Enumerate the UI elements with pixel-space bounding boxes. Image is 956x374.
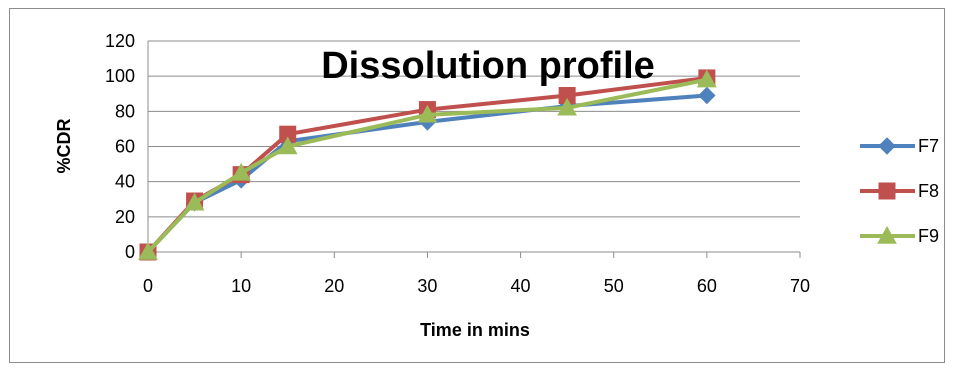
y-tick-label: 60 [115, 137, 135, 157]
x-tick-label: 70 [790, 276, 810, 296]
y-tick-label: 100 [105, 66, 135, 86]
x-tick-label: 60 [697, 276, 717, 296]
chart-frame [9, 8, 945, 363]
data-point-f9 [417, 104, 438, 123]
y-tick-label: 120 [105, 31, 135, 51]
x-tick-label: 30 [417, 276, 437, 296]
legend-item-f7: F7 [860, 136, 939, 156]
data-point-f9 [231, 162, 251, 181]
data-point-f9 [697, 69, 717, 88]
y-tick-label: 40 [115, 172, 135, 192]
legend-label-f7: F7 [918, 136, 939, 156]
data-point-f9 [184, 192, 205, 211]
legend-marker-f8 [878, 182, 896, 200]
gridlines [148, 40, 800, 218]
data-point-f9 [557, 97, 577, 116]
legend-label-f8: F8 [918, 181, 939, 201]
legend-marker-f7 [878, 137, 896, 155]
legend: F7 F8 F9 [860, 136, 939, 246]
legend-marker-f9 [877, 225, 897, 244]
y-tick-label: 20 [115, 207, 135, 227]
data-point-f9 [277, 136, 298, 155]
x-tick-label: 0 [143, 276, 153, 296]
data-point-f7 [698, 86, 716, 105]
legend-label-f9: F9 [918, 226, 939, 246]
legend-item-f8: F8 [860, 181, 939, 201]
y-axis-title: %CDR [54, 118, 74, 173]
chart-title: Dissolution profile [321, 45, 655, 87]
data-point-f9 [138, 241, 158, 260]
x-tick-label: 20 [324, 276, 344, 296]
series-group [138, 69, 717, 261]
y-tick-label: 0 [125, 242, 135, 262]
x-tick-label: 10 [231, 276, 251, 296]
x-tick-label: 50 [604, 276, 624, 296]
axes: 0 20 40 60 80 100 120 0 10 20 30 40 50 60 70 [105, 31, 810, 296]
x-tick-label: 40 [511, 276, 531, 296]
series-f9 [138, 69, 717, 260]
x-axis-title: Time in mins [420, 320, 530, 340]
legend-item-f9: F9 [860, 225, 939, 246]
y-tick-label: 80 [115, 101, 135, 121]
